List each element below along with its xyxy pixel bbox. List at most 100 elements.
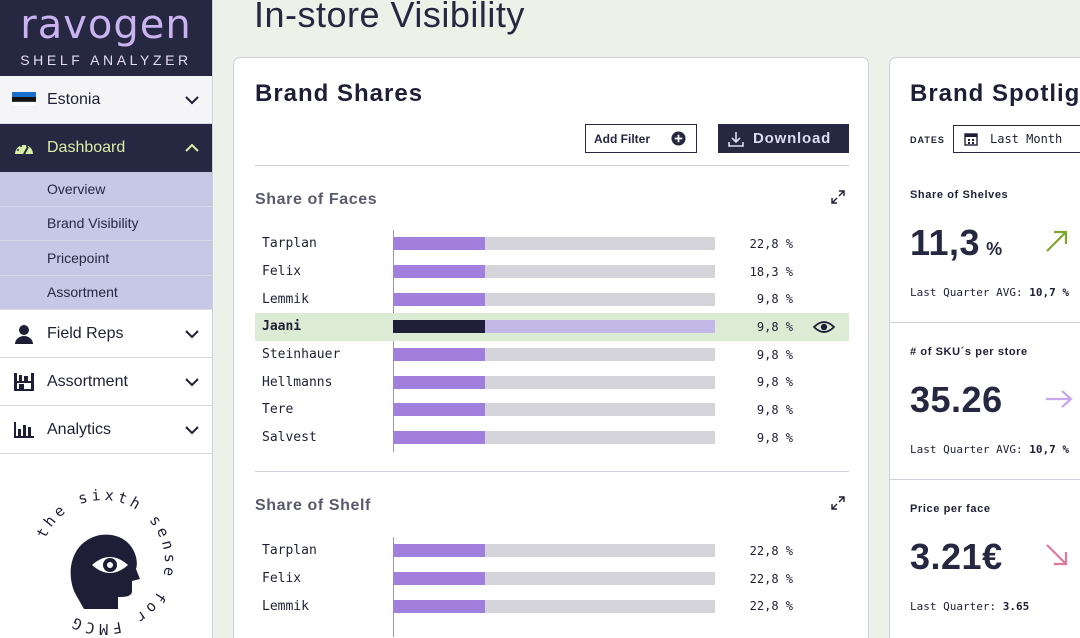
bar-track xyxy=(393,431,715,445)
avg-label: Last Quarter AVG: xyxy=(910,443,1023,456)
chevron-down-icon xyxy=(185,425,199,434)
kpi-average: Last Quarter: 3.65 xyxy=(910,600,1029,613)
add-filter-label: Add Filter xyxy=(594,131,650,146)
sidebar-item-label: Field Reps xyxy=(47,324,124,342)
sidebar-subitem-pricepoint[interactable]: Pricepoint xyxy=(0,241,212,276)
person-icon xyxy=(12,324,36,344)
section-title-share-of-shelf: Share of Shelf xyxy=(255,497,371,514)
bar-row-hellmanns[interactable]: Hellmanns 9,8 % xyxy=(255,368,849,396)
bar-fill xyxy=(393,265,486,279)
shelves-icon xyxy=(12,372,36,392)
brand-name: Lemmik xyxy=(262,291,309,307)
brand-name: Felix xyxy=(262,571,302,587)
expand-icon[interactable] xyxy=(831,190,845,204)
bar-row-felix[interactable]: Felix 18,3 % xyxy=(255,258,849,286)
sidebar-subitem-overview[interactable]: Overview xyxy=(0,172,212,207)
kpi-title: Price per face xyxy=(910,503,991,515)
kpi-title: Share of Shelves xyxy=(910,189,1009,201)
add-filter-button[interactable]: Add Filter xyxy=(585,124,697,153)
share-percent: 9,8 % xyxy=(756,292,793,307)
bar-fill xyxy=(393,572,486,586)
bar-fill xyxy=(393,544,486,558)
trend-down-icon xyxy=(1046,544,1068,566)
kpi-average: Last Quarter AVG: 10,7 % xyxy=(910,443,1069,456)
bar-track xyxy=(393,237,715,251)
bar-track xyxy=(393,348,715,362)
bar-axis xyxy=(393,230,394,452)
bar-track xyxy=(393,599,715,613)
chevron-up-icon xyxy=(185,143,199,152)
bar-fill xyxy=(393,431,486,445)
chevron-down-icon xyxy=(185,95,199,104)
bar-row-felix[interactable]: Felix 22,8 % xyxy=(255,565,849,593)
kpi-number: 3.21€ xyxy=(910,536,1003,577)
share-percent: 9,8 % xyxy=(756,375,793,390)
date-range-select[interactable]: Last Month xyxy=(953,125,1080,153)
logo-subtitle: SHELF ANALYZER xyxy=(20,52,192,68)
share-percent: 22,8 % xyxy=(749,571,793,586)
sidebar-item-field-reps[interactable]: Field Reps xyxy=(0,310,212,358)
brand-name: Jaani xyxy=(262,319,302,335)
estonia-flag-icon xyxy=(12,90,36,110)
bar-row-lemmik[interactable]: Lemmik 22,8 % xyxy=(255,592,849,620)
sidebar-item-label: Assortment xyxy=(47,372,128,390)
avg-label: Last Quarter: xyxy=(910,600,997,613)
sidebar-item-assortment[interactable]: Assortment xyxy=(0,358,212,406)
bar-fill xyxy=(393,375,486,389)
share-percent: 9,8 % xyxy=(756,347,793,362)
divider xyxy=(255,471,849,472)
sidebar-subitem-brand-visibility[interactable]: Brand Visibility xyxy=(0,207,212,241)
expand-icon[interactable] xyxy=(831,496,845,510)
divider xyxy=(255,165,849,166)
bar-fill xyxy=(393,320,486,334)
kpi-number: 11,3 xyxy=(910,222,981,263)
bar-fill xyxy=(393,348,486,362)
brand-logo[interactable]: ravogen SHELF ANALYZER xyxy=(0,0,212,76)
bar-row-jaani[interactable]: Jaani 9,8 % xyxy=(255,313,849,341)
sixth-sense-emblem: the sixth sense for FMCG xyxy=(33,487,176,637)
avg-value: 10,7 % xyxy=(1029,286,1069,299)
sidebar-item-dashboard[interactable]: Dashboard xyxy=(0,124,212,172)
share-percent: 9,8 % xyxy=(756,402,793,417)
card-title: Brand Spotlight xyxy=(910,80,1080,107)
bar-track xyxy=(393,375,715,389)
trend-flat-icon xyxy=(1046,390,1073,408)
eye-icon[interactable] xyxy=(813,319,835,335)
bar-row-lemmik[interactable]: Lemmik 9,8 % xyxy=(255,285,849,313)
share-percent: 22,8 % xyxy=(749,543,793,558)
page-title: In-store Visibility xyxy=(254,0,525,35)
bar-row-tarplan[interactable]: Tarplan 22,8 % xyxy=(255,537,849,565)
sidebar-subitem-assortment[interactable]: Assortment xyxy=(0,276,212,310)
download-button[interactable]: Download xyxy=(718,124,849,153)
date-value: Last Month xyxy=(990,132,1063,146)
brand-name: Steinhauer xyxy=(262,347,341,363)
share-percent: 18,3 % xyxy=(749,264,793,279)
bar-axis xyxy=(393,537,394,637)
kpi-unit: % xyxy=(986,239,1003,259)
bar-row-steinhauer[interactable]: Steinhauer 9,8 % xyxy=(255,341,849,369)
kpi-average: Last Quarter AVG: 10,7 % xyxy=(910,286,1069,299)
brand-name: Salvest xyxy=(262,430,317,446)
share-percent: 22,8 % xyxy=(749,236,793,251)
sidebar-item-label: Dashboard xyxy=(47,139,126,156)
share-percent: 9,8 % xyxy=(756,319,793,334)
bar-track xyxy=(393,572,715,586)
brand-name: Hellmanns xyxy=(262,374,333,390)
download-label: Download xyxy=(753,130,832,147)
sidebar-item-analytics[interactable]: Analytics xyxy=(0,406,212,454)
bar-row-tere[interactable]: Tere 9,8 % xyxy=(255,396,849,424)
bar-row-tarplan[interactable]: Tarplan 22,8 % xyxy=(255,230,849,258)
bar-track xyxy=(393,320,715,334)
chevron-down-icon xyxy=(185,329,199,338)
sidebar: ravogen SHELF ANALYZER Estonia Dashboard… xyxy=(0,0,213,638)
brand-name: Tarplan xyxy=(262,543,317,559)
bar-track xyxy=(393,292,715,306)
bar-row-salvest[interactable]: Salvest 9,8 % xyxy=(255,424,849,452)
country-selector[interactable]: Estonia xyxy=(0,76,212,124)
dashboard-submenu: Overview Brand Visibility Pricepoint Ass… xyxy=(0,172,212,310)
calendar-icon xyxy=(964,133,978,146)
trend-up-icon xyxy=(1046,230,1068,252)
avg-value: 3.65 xyxy=(1002,600,1030,613)
brand-name: Tere xyxy=(262,402,294,418)
bar-chart-icon xyxy=(12,420,36,440)
